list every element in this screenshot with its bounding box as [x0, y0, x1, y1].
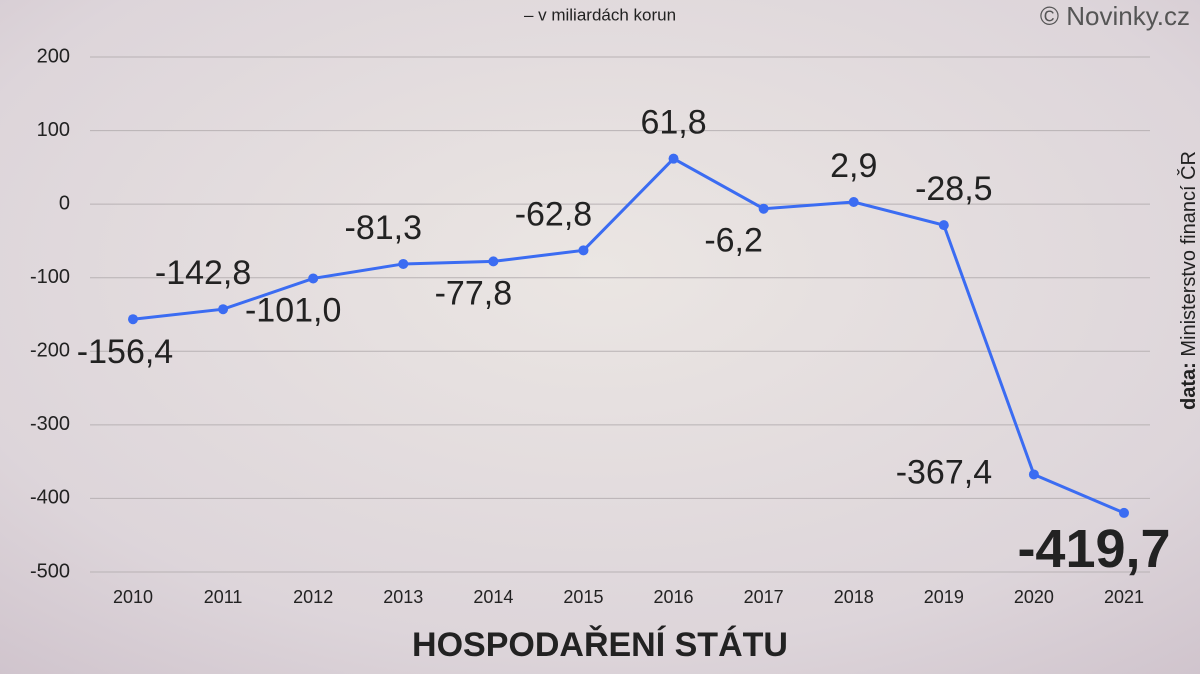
- data-label: -6,2: [704, 222, 763, 260]
- x-tick-label: 2017: [744, 587, 784, 607]
- y-tick-label: 0: [59, 192, 70, 214]
- x-tick-label: 2010: [113, 587, 153, 607]
- y-tick-label: -300: [30, 413, 70, 435]
- data-point: [1028, 469, 1039, 480]
- data-point: [488, 256, 499, 267]
- data-line: [132, 156, 1125, 515]
- data-point: [938, 220, 949, 231]
- x-tick-label: 2018: [834, 587, 874, 607]
- data-label: -28,5: [915, 170, 993, 208]
- data-point: [218, 304, 229, 315]
- y-tick-label: 100: [37, 119, 70, 141]
- data-label: -142,8: [155, 254, 251, 292]
- y-tick-label: 200: [37, 45, 70, 67]
- data-label: 2,9: [830, 147, 877, 185]
- data-point: [128, 314, 138, 325]
- x-tick-label: 2013: [383, 587, 423, 607]
- chart-title: HOSPODAŘENÍ STÁTU: [412, 626, 788, 664]
- data-label: 61,8: [640, 104, 706, 142]
- credit: © Novinky.cz: [1040, 1, 1190, 31]
- data-point: [578, 245, 589, 256]
- x-tick-label: 2012: [293, 587, 333, 607]
- x-tick-label: 2015: [563, 587, 603, 607]
- x-tick-label: 2014: [473, 587, 513, 607]
- x-tick-label: 2011: [204, 587, 243, 607]
- data-label: -156,4: [77, 333, 173, 371]
- x-tick-label: 2020: [1014, 587, 1054, 607]
- data-label: -77,8: [435, 274, 513, 312]
- data-point: [848, 197, 859, 208]
- data-point: [1119, 507, 1129, 518]
- source: data: Ministerstvo financí ČR: [1177, 151, 1200, 410]
- y-tick-label: -500: [30, 560, 70, 582]
- data-label: -101,0: [245, 291, 341, 329]
- data-point: [398, 258, 409, 269]
- y-tick-label: -400: [30, 487, 70, 509]
- data-label: -419,7: [1017, 519, 1170, 579]
- data-label: -367,4: [896, 453, 992, 491]
- x-tick-label: 2016: [654, 587, 694, 607]
- data-label: -62,8: [515, 195, 593, 233]
- x-tick-label: 2019: [924, 587, 964, 607]
- source-label: data:: [1178, 362, 1200, 410]
- y-tick-label: -100: [30, 266, 70, 288]
- x-tick-label: 2021: [1104, 587, 1144, 607]
- source-text: Ministerstvo financí ČR: [1177, 151, 1200, 357]
- y-tick-label: -200: [30, 340, 70, 362]
- data-point: [758, 203, 769, 214]
- subtitle: – v miliardách korun: [524, 5, 676, 24]
- data-label: -81,3: [345, 209, 423, 247]
- data-point: [308, 273, 319, 284]
- data-point: [668, 153, 679, 164]
